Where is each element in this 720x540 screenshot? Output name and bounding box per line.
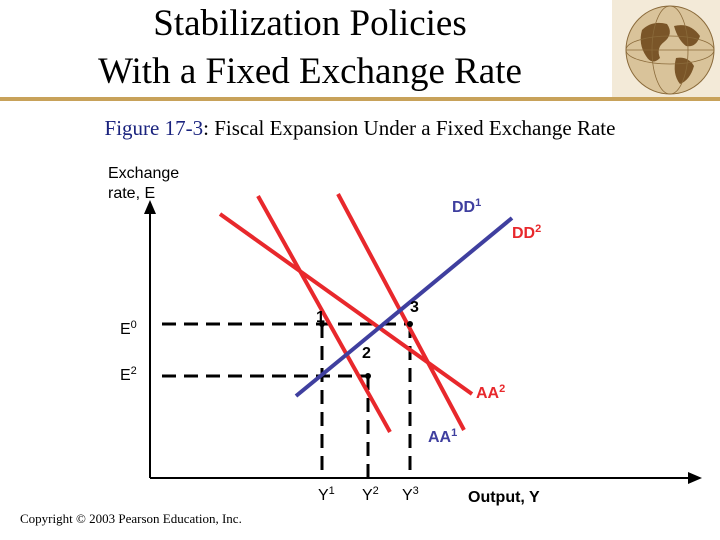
point-2-marker (365, 373, 371, 379)
aa1-curve-lower (294, 353, 348, 398)
point-3-marker (407, 321, 413, 327)
y1-label: Y1 (318, 485, 335, 504)
aa2-label: AA2 (476, 383, 505, 402)
aa1-curve (344, 216, 514, 357)
x-axis-label: Output, Y (468, 489, 540, 506)
aa1-label: AA1 (428, 427, 457, 446)
copyright-notice: Copyright © 2003 Pearson Education, Inc. (20, 511, 242, 526)
title-rule (0, 97, 720, 101)
e2-label: E2 (120, 365, 137, 384)
y3-label: Y3 (402, 485, 419, 504)
point-2-label: 2 (362, 345, 371, 362)
y-axis-arrow (144, 200, 156, 214)
slide-title-line-2: With a Fixed Exchange Rate (98, 51, 522, 92)
figure-number: Figure 17-3 (104, 116, 204, 140)
point-3-label: 3 (410, 299, 419, 316)
globe-icon (612, 0, 720, 97)
e0-label: E0 (120, 319, 137, 338)
figure-caption-text: : Fiscal Expansion Under a Fixed Exchang… (203, 116, 616, 140)
x-axis-arrow (688, 472, 702, 484)
figure-caption: Figure 17-3: Fiscal Expansion Under a Fi… (0, 116, 720, 141)
y2-label: Y2 (362, 485, 379, 504)
point-1-label: 1 (316, 309, 325, 326)
y-axis-label-line-2: rate, E (108, 185, 155, 202)
dd1-label: DD1 (452, 197, 481, 216)
slide-title-line-1: Stabilization Policies (153, 3, 467, 44)
y-axis-label-line-1: Exchange (108, 165, 179, 182)
dd1-curve (256, 195, 392, 433)
aa2-curve (218, 212, 474, 396)
dd2-label: DD2 (512, 223, 541, 242)
point-1-marker (319, 321, 325, 327)
